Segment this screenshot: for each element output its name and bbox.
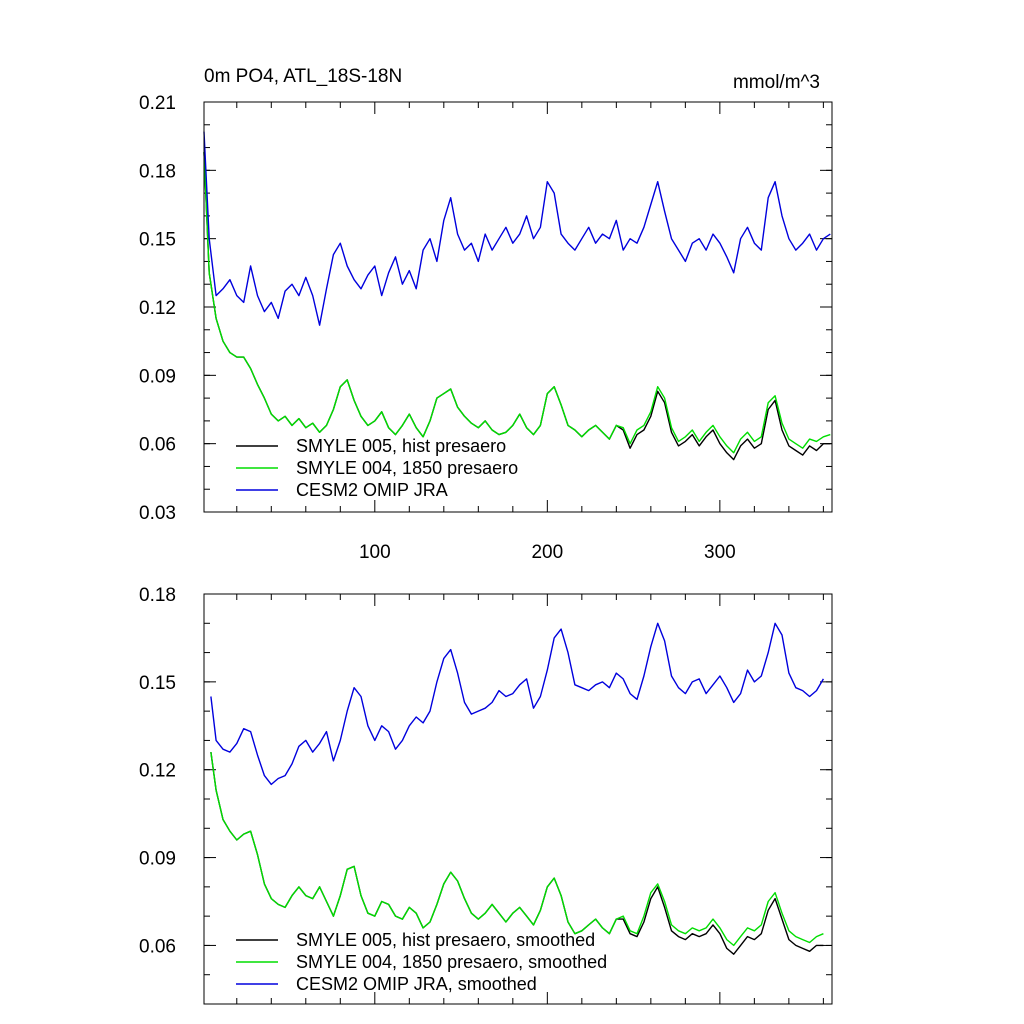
y-tick-label: 0.15	[139, 230, 176, 251]
legend-label-smyle004: SMYLE 004, 1850 presaero	[296, 458, 518, 478]
x-tick-label: 200	[531, 542, 563, 563]
y-tick-label: 0.03	[139, 503, 176, 524]
top-panel-units: mmol/m^3	[733, 72, 820, 93]
bottom-panel-axes: 0.06 0.09 0.12 0.15 0.18	[139, 585, 832, 1005]
legend-label-omip-smoothed: CESM2 OMIP JRA, smoothed	[296, 974, 537, 994]
series-line-smyle005	[210, 752, 824, 955]
y-tick-label: 0.12	[139, 298, 176, 319]
top-panel-frame	[203, 101, 833, 513]
y-tick-label: 0.09	[139, 366, 176, 387]
bottom-panel: 0.06 0.09 0.12 0.15 0.18 SMYLE 005, hist pre…	[139, 585, 833, 1005]
series-line-omip	[203, 131, 831, 326]
legend-label-smyle005-smoothed: SMYLE 005, hist presaero, smoothed	[296, 930, 595, 950]
x-tick-label: 300	[704, 542, 736, 563]
series-line-smyle004	[203, 152, 831, 454]
series-line-smyle004	[210, 752, 824, 947]
series-line-smyle005	[203, 152, 831, 461]
y-tick-label: 0.15	[139, 673, 176, 694]
y-tick-label: 0.06	[139, 936, 176, 957]
bottom-panel-legend: SMYLE 005, hist presaero, smoothed SMYLE…	[236, 930, 607, 994]
top-panel-title: 0m PO4, ATL_18S-18N	[204, 66, 402, 87]
y-tick-label: 0.12	[139, 761, 176, 782]
y-tick-label: 0.18	[139, 585, 176, 606]
legend-label-smyle005: SMYLE 005, hist presaero	[296, 436, 506, 456]
x-tick-label: 100	[359, 542, 391, 563]
y-tick-label: 0.21	[139, 93, 176, 114]
top-panel: 0m PO4, ATL_18S-18N mmol/m^3 0.030.060.0…	[139, 66, 833, 563]
bottom-panel-frame	[203, 593, 833, 1005]
y-tick-label: 0.09	[139, 849, 176, 870]
legend-label-smyle004-smoothed: SMYLE 004, 1850 presaero, smoothed	[296, 952, 607, 972]
top-panel-legend: SMYLE 005, hist presaero SMYLE 004, 1850…	[236, 436, 518, 500]
bottom-panel-series-lines	[210, 622, 825, 955]
y-tick-label: 0.06	[139, 435, 176, 456]
top-panel-series-lines	[203, 131, 831, 461]
top-panel-axes: 0.03 0.06 0.09 0.12 0.15 0.18 0.21 100 200 300	[139, 93, 832, 563]
y-tick-label: 0.18	[139, 161, 176, 182]
series-line-omip	[210, 622, 825, 786]
legend-label-omip: CESM2 OMIP JRA	[296, 480, 448, 500]
